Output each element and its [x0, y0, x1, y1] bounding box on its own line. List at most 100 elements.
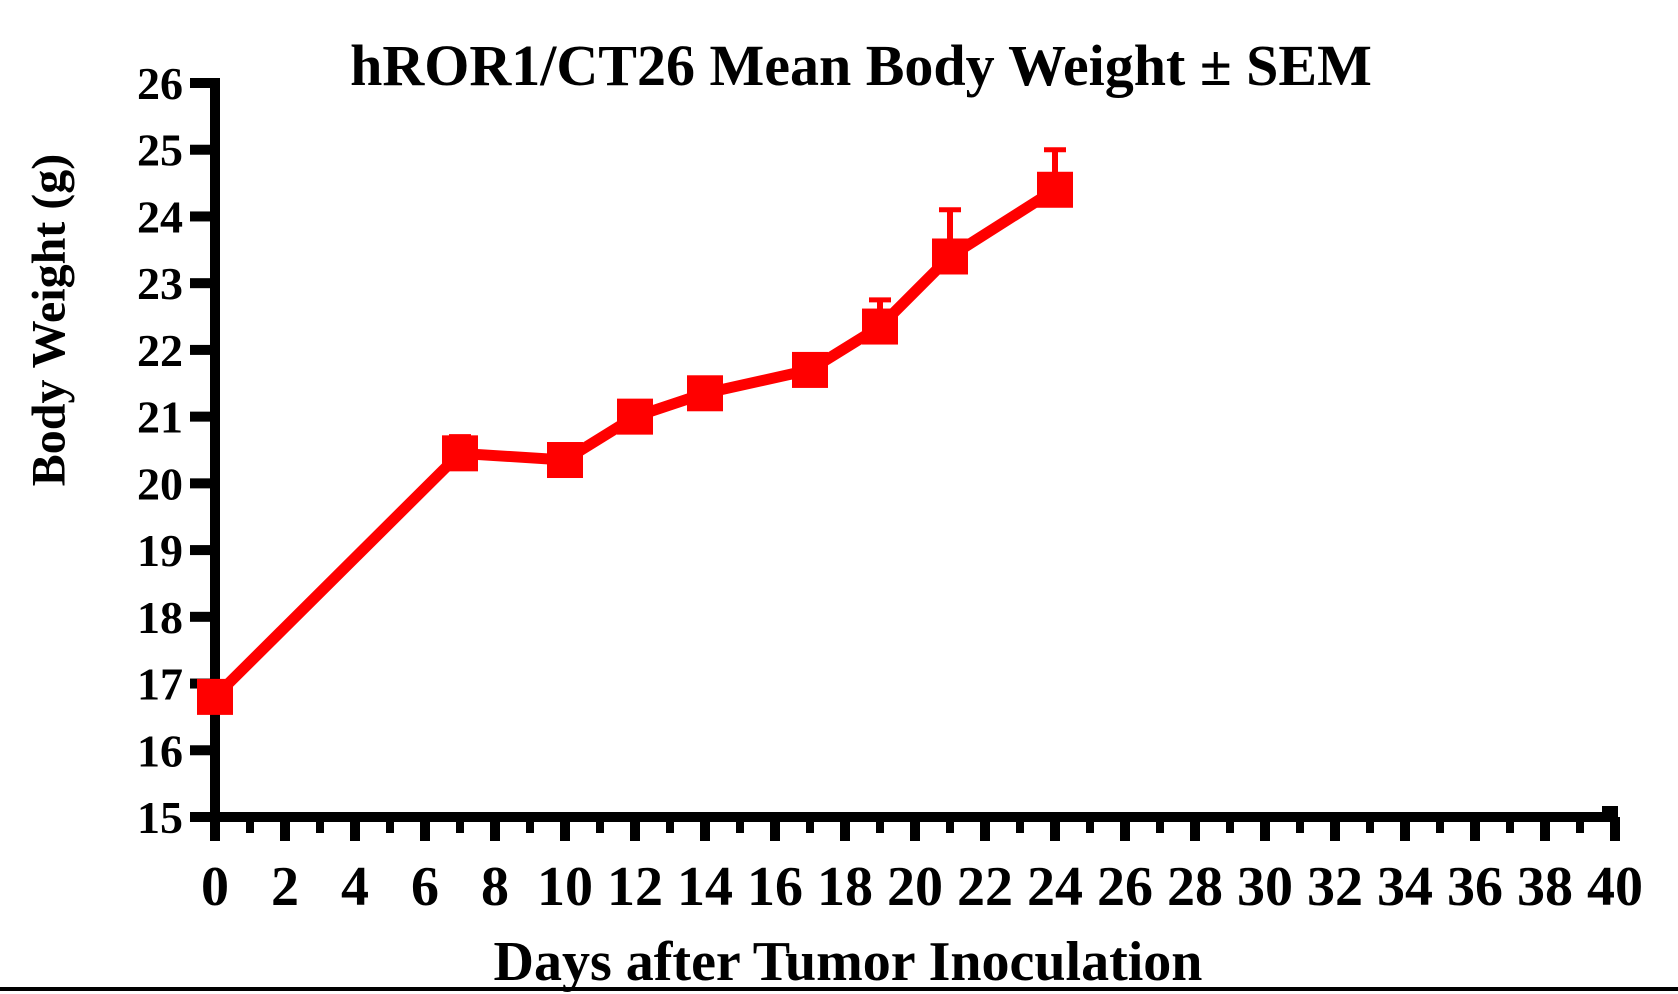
x-minor-tick: [1086, 817, 1094, 833]
x-axis-line: [192, 812, 1618, 822]
x-minor-tick: [946, 817, 954, 833]
x-minor-tick: [316, 817, 324, 833]
y-tick: [190, 478, 215, 489]
x-tick-label: 2: [271, 856, 299, 918]
x-minor-tick: [1226, 817, 1234, 833]
x-major-tick: [1120, 817, 1130, 841]
y-tick: [190, 545, 215, 556]
x-minor-tick: [386, 817, 394, 833]
x-major-tick: [1610, 817, 1620, 841]
x-minor-tick: [246, 817, 254, 833]
x-tick-label: 0: [201, 856, 229, 918]
x-tick-label: 26: [1097, 856, 1153, 918]
x-major-tick: [560, 817, 570, 841]
x-minor-tick: [876, 817, 884, 833]
y-tick-label: 23: [137, 258, 183, 309]
x-axis-end-cap: [1602, 806, 1618, 818]
y-tick-label: 25: [137, 125, 183, 176]
x-major-tick: [420, 817, 430, 841]
x-minor-tick: [1016, 817, 1024, 833]
x-major-tick: [350, 817, 360, 841]
data-marker: [617, 398, 653, 435]
y-tick: [190, 812, 215, 822]
x-major-tick: [840, 817, 850, 841]
x-major-tick: [210, 817, 220, 841]
x-tick-label: 24: [1027, 856, 1083, 918]
chart-title: hROR1/CT26 Mean Body Weight ± SEM: [350, 33, 1372, 98]
x-tick-label: 18: [817, 856, 873, 918]
x-tick-label: 22: [957, 856, 1013, 918]
x-minor-tick: [456, 817, 464, 833]
data-marker: [197, 678, 233, 715]
x-minor-tick: [736, 817, 744, 833]
y-tick-label: 22: [137, 325, 183, 376]
y-tick: [190, 745, 215, 756]
y-tick: [190, 278, 215, 289]
y-tick: [190, 344, 215, 355]
y-tick-label: 21: [137, 392, 183, 443]
x-major-tick: [280, 817, 290, 841]
x-minor-tick: [1296, 817, 1304, 833]
y-tick: [190, 211, 215, 222]
x-tick-label: 30: [1237, 856, 1293, 918]
y-tick-label: 19: [137, 525, 183, 576]
y-tick-label: 18: [137, 592, 183, 643]
x-tick-label: 28: [1167, 856, 1223, 918]
x-minor-tick: [1436, 817, 1444, 833]
x-major-tick: [980, 817, 990, 841]
data-marker: [862, 308, 898, 345]
x-minor-tick: [1576, 817, 1584, 833]
x-minor-tick: [1156, 817, 1164, 833]
x-tick-label: 20: [887, 856, 943, 918]
x-tick-label: 16: [747, 856, 803, 918]
x-major-tick: [770, 817, 780, 841]
data-marker: [932, 238, 968, 275]
x-minor-tick: [806, 817, 814, 833]
y-tick: [190, 144, 215, 155]
x-major-tick: [490, 817, 500, 841]
x-tick-label: 8: [481, 856, 509, 918]
x-tick-label: 10: [537, 856, 593, 918]
y-tick: [190, 78, 215, 88]
x-tick-label: 36: [1447, 856, 1503, 918]
x-major-tick: [1470, 817, 1480, 841]
x-minor-tick: [596, 817, 604, 833]
data-marker: [547, 442, 583, 479]
x-major-tick: [630, 817, 640, 841]
x-major-tick: [1540, 817, 1550, 841]
data-marker: [687, 375, 723, 412]
y-tick-label: 24: [137, 191, 183, 242]
data-marker: [442, 435, 478, 472]
x-minor-tick: [1506, 817, 1514, 833]
y-axis-label: Body Weight (g): [22, 153, 76, 487]
x-tick-label: 14: [677, 856, 733, 918]
x-tick-label: 12: [607, 856, 663, 918]
x-axis-label: Days after Tumor Inoculation: [493, 931, 1203, 993]
x-tick-label: 6: [411, 856, 439, 918]
data-marker: [1037, 171, 1073, 208]
y-tick-label: 17: [137, 659, 183, 710]
x-major-tick: [1400, 817, 1410, 841]
x-tick-label: 4: [341, 856, 369, 918]
y-tick-label: 16: [137, 725, 183, 776]
x-tick-label: 40: [1587, 856, 1643, 918]
bottom-rule: [0, 987, 1678, 991]
x-major-tick: [1330, 817, 1340, 841]
x-tick-label: 38: [1517, 856, 1573, 918]
y-axis-line: [210, 78, 220, 822]
x-minor-tick: [526, 817, 534, 833]
data-line: [211, 185, 1058, 701]
x-tick-label: 32: [1307, 856, 1363, 918]
y-tick-label: 15: [137, 792, 183, 843]
y-tick: [190, 611, 215, 622]
data-marker: [792, 351, 828, 388]
x-major-tick: [1050, 817, 1060, 841]
y-tick: [190, 411, 215, 422]
y-tick-label: 26: [137, 58, 183, 109]
x-tick-label: 34: [1377, 856, 1433, 918]
y-tick-label: 20: [137, 458, 183, 509]
x-minor-tick: [666, 817, 674, 833]
x-major-tick: [1260, 817, 1270, 841]
